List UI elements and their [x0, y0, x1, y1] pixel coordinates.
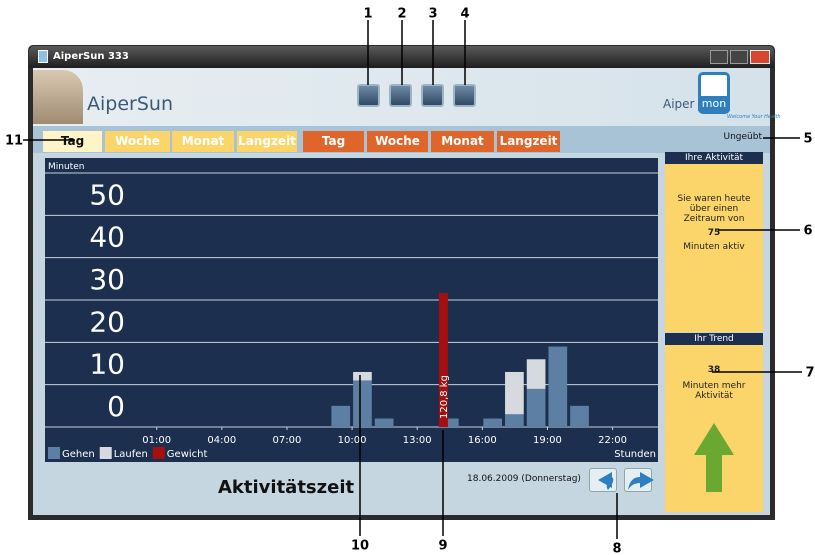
activity-value: 75	[665, 228, 763, 238]
app-name: AiperSun	[87, 93, 173, 115]
print-button[interactable]	[357, 84, 380, 107]
info-button[interactable]	[421, 84, 444, 107]
title-bar	[29, 46, 774, 68]
trend-title: Ihr Trend	[665, 333, 763, 345]
callout-number: 5	[803, 132, 812, 147]
tab[interactable]: Monat	[431, 131, 494, 152]
back-button[interactable]	[589, 468, 617, 492]
forward-button[interactable]	[624, 468, 652, 492]
trend-panel: 38 Minuten mehr Aktivität	[665, 345, 763, 512]
page: AiperSun 333 AiperSun Aiper mon Welcome …	[0, 0, 815, 555]
close-button[interactable]	[750, 50, 770, 64]
tab[interactable]: Tag	[303, 131, 364, 152]
callout-number: 1	[363, 7, 372, 22]
window-title: AiperSun 333	[53, 51, 129, 62]
callout-number: 2	[397, 7, 406, 22]
window-icon	[38, 50, 48, 63]
maximize-button[interactable]	[730, 50, 748, 64]
activity-title: Ihre Aktivität	[665, 152, 763, 164]
logo-left: Aiper	[663, 97, 694, 111]
footer-title: Aktivitätszeit	[218, 477, 354, 498]
callout-number: 4	[460, 7, 469, 22]
activity-text: Sie waren heute über einen Zeitraum von	[665, 194, 763, 224]
logo-right: mon	[698, 96, 730, 111]
tab[interactable]: Langzeit	[497, 131, 560, 152]
trend-value: 38	[665, 365, 763, 375]
callout-number: 6	[803, 224, 812, 239]
logo-tagline: Welcome Your Health	[727, 114, 781, 120]
callout-number: 11	[5, 134, 23, 149]
callout-number: 9	[438, 539, 447, 554]
trend-unit: Minuten mehr Aktivität	[665, 381, 763, 401]
upload-button[interactable]	[453, 84, 476, 107]
tab[interactable]: Tag	[43, 131, 102, 152]
tab[interactable]: Woche	[105, 131, 170, 152]
tab[interactable]: Langzeit	[237, 131, 297, 152]
status: Ungeübt	[680, 132, 762, 142]
callout-number: 7	[805, 366, 814, 381]
footer-date: 18.06.2009 (Donnerstag)	[467, 474, 581, 484]
activity-unit: Minuten aktiv	[665, 242, 763, 252]
tab[interactable]: Woche	[367, 131, 428, 152]
callout-number: 3	[428, 7, 437, 22]
tab[interactable]: Monat	[172, 131, 234, 152]
callout-number: 8	[612, 542, 621, 555]
minimize-button[interactable]	[710, 50, 728, 64]
callout-number: 10	[351, 539, 369, 554]
settings-button[interactable]	[389, 84, 412, 107]
header-photo	[33, 70, 83, 124]
activity-panel: Sie waren heute über einen Zeitraum von …	[665, 164, 763, 332]
